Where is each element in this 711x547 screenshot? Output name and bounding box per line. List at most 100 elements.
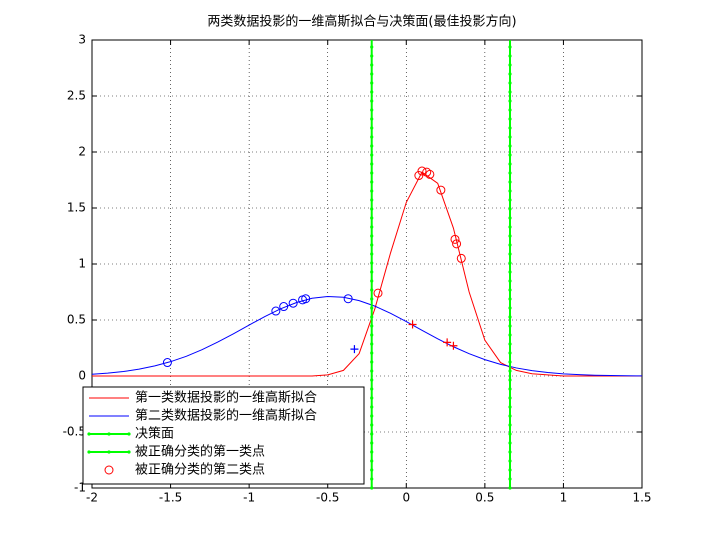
line-marker — [508, 423, 512, 427]
series-line — [91, 295, 643, 377]
legend-swatch-marker — [127, 432, 131, 436]
legend-swatch-marker — [87, 450, 91, 454]
line-marker — [508, 396, 512, 400]
legend-label: 第一类数据投影的一维高斯拟合 — [135, 390, 317, 406]
line-marker — [508, 216, 512, 220]
line-marker — [370, 90, 374, 94]
line-marker — [508, 306, 512, 310]
x-tick-label: -0.5 — [316, 491, 339, 505]
line-marker — [370, 117, 374, 121]
legend-label: 被正确分类的第二类点 — [135, 462, 265, 478]
line-marker — [508, 180, 512, 184]
point-marker — [288, 298, 298, 308]
line-marker — [370, 342, 374, 346]
line-marker — [508, 234, 512, 238]
legend-swatch — [104, 465, 114, 475]
line-marker — [508, 270, 512, 274]
legend-box — [82, 386, 365, 485]
line-marker — [370, 126, 374, 130]
line-marker — [508, 324, 512, 328]
legend-swatch-marker — [107, 432, 111, 436]
line-marker — [508, 99, 512, 103]
point-marker — [450, 234, 460, 244]
line-marker — [508, 90, 512, 94]
line-marker — [370, 306, 374, 310]
y-tick-label: -0.5 — [63, 425, 86, 439]
line-marker — [508, 486, 512, 490]
point-marker — [452, 239, 462, 249]
line-marker — [370, 81, 374, 85]
line-marker — [370, 270, 374, 274]
line-marker — [370, 288, 374, 292]
x-tick-label: 1 — [560, 491, 568, 505]
point-marker — [425, 169, 435, 179]
line-marker — [508, 126, 512, 130]
line-marker — [508, 342, 512, 346]
line-marker — [370, 423, 374, 427]
line-marker — [508, 297, 512, 301]
x-tick-label: -2 — [86, 491, 98, 505]
line-marker — [508, 261, 512, 265]
line-marker — [508, 441, 512, 445]
y-tick-label: 3 — [78, 33, 86, 47]
line-marker — [508, 351, 512, 355]
point-marker — [408, 320, 417, 329]
line-marker — [370, 162, 374, 166]
line-marker — [370, 63, 374, 67]
line-marker — [508, 288, 512, 292]
line-marker — [370, 450, 374, 454]
line-marker — [370, 297, 374, 301]
line-marker — [370, 252, 374, 256]
line-marker — [508, 54, 512, 58]
legend-label: 决策面 — [135, 426, 174, 442]
line-marker — [508, 207, 512, 211]
point-marker — [414, 171, 424, 181]
y-tick-label: 0 — [78, 369, 86, 383]
point-marker — [271, 306, 281, 316]
line-marker — [370, 414, 374, 418]
line-marker — [508, 153, 512, 157]
line-marker — [370, 207, 374, 211]
legend-swatch-marker — [107, 450, 111, 454]
line-marker — [370, 432, 374, 436]
line-marker — [370, 369, 374, 373]
line-marker — [508, 378, 512, 382]
line-marker — [370, 216, 374, 220]
line-marker — [370, 108, 374, 112]
line-marker — [508, 252, 512, 256]
point-marker — [343, 294, 353, 304]
line-marker — [370, 234, 374, 238]
line-marker — [508, 144, 512, 148]
point-marker — [162, 358, 172, 368]
line-marker — [508, 243, 512, 247]
line-marker — [508, 405, 512, 409]
point-marker — [301, 294, 311, 304]
line-marker — [370, 333, 374, 337]
point-marker — [417, 166, 427, 176]
line-marker — [370, 360, 374, 364]
line-marker — [508, 171, 512, 175]
line-marker — [508, 459, 512, 463]
point-marker — [422, 167, 432, 177]
legend-swatch-marker — [87, 432, 91, 436]
y-tick-label: -1 — [74, 481, 86, 495]
x-tick-label: -1.5 — [159, 491, 182, 505]
line-marker — [508, 117, 512, 121]
line-marker — [508, 198, 512, 202]
line-marker — [370, 72, 374, 76]
chart-title: 两类数据投影的一维高斯拟合与决策面(最佳投影方向) — [207, 14, 516, 30]
x-tick-label: 0 — [402, 491, 410, 505]
line-marker — [370, 135, 374, 139]
line-marker — [508, 414, 512, 418]
line-marker — [508, 360, 512, 364]
line-marker — [370, 324, 374, 328]
line-marker — [508, 333, 512, 337]
line-marker — [508, 468, 512, 472]
point-marker — [436, 185, 446, 195]
line-marker — [370, 198, 374, 202]
line-marker — [370, 243, 374, 247]
line-marker — [370, 459, 374, 463]
line-marker — [508, 279, 512, 283]
legend: 第一类数据投影的一维高斯拟合第二类数据投影的一维高斯拟合决策面被正确分类的第一类… — [82, 386, 365, 485]
